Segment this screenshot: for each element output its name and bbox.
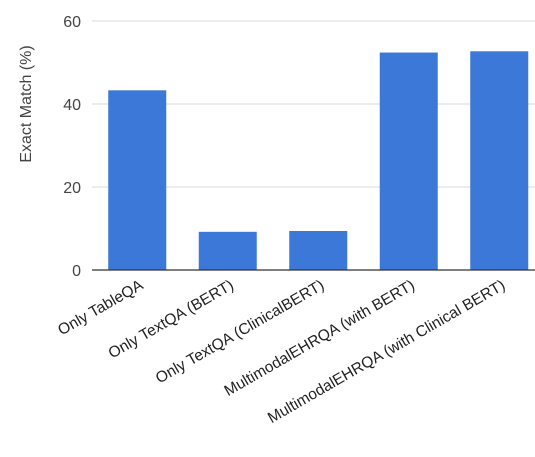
y-tick-label-1: 20 bbox=[63, 180, 81, 197]
y-axis-title: Exact Match (%) bbox=[18, 45, 35, 162]
bar-2 bbox=[289, 230, 348, 270]
y-tick-label-3: 60 bbox=[63, 14, 81, 31]
bar-4 bbox=[470, 51, 529, 270]
y-tick-label-2: 40 bbox=[63, 97, 81, 114]
y-axis-ticks: 0 20 40 60 bbox=[63, 14, 81, 280]
bars bbox=[108, 51, 529, 271]
y-tick-label-0: 0 bbox=[72, 263, 81, 280]
bar-0 bbox=[108, 90, 167, 271]
x-tick-label-2: Only TextQA (ClinicalBERT) bbox=[153, 277, 327, 387]
x-tick-label-0: Only TableQA bbox=[55, 276, 147, 339]
bar-1 bbox=[198, 231, 257, 270]
bar-3 bbox=[379, 52, 438, 270]
